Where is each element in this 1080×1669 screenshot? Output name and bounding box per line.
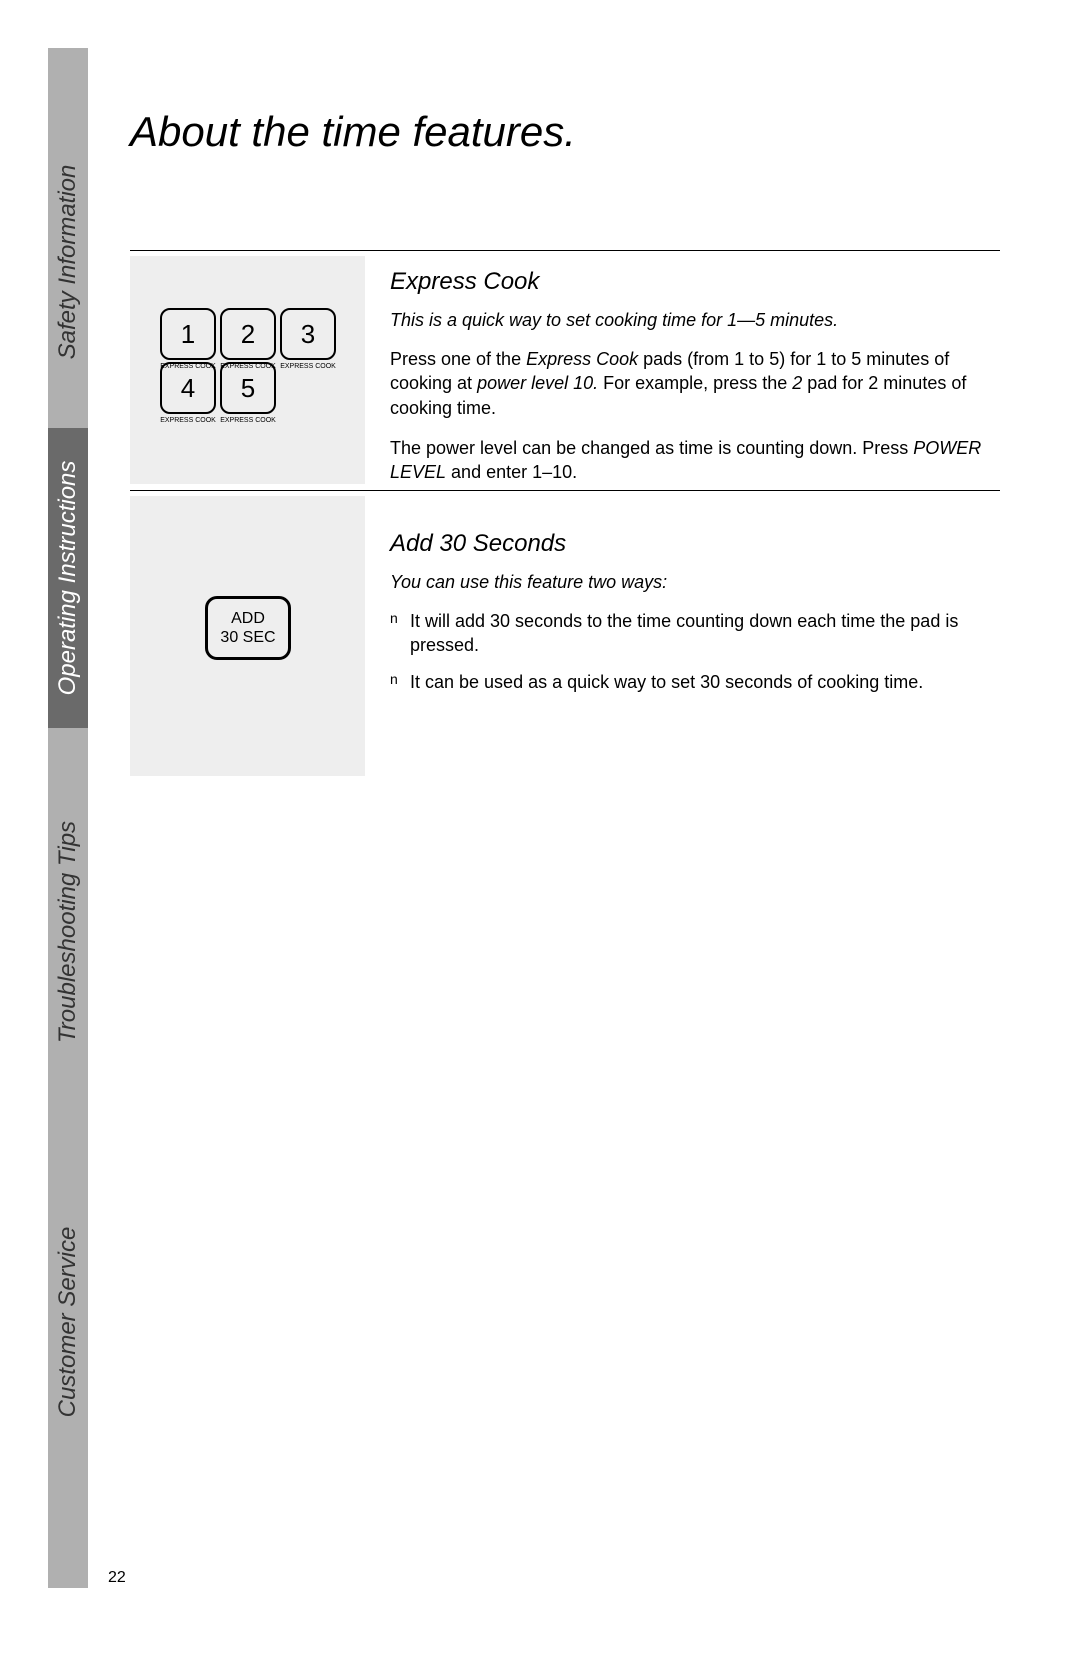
add30-list: It will add 30 seconds to the time count… (390, 609, 1000, 694)
keypad-num-5: 5 (241, 373, 255, 404)
ec-p1-c: For example, press the (598, 373, 792, 393)
add30-illustration: ADD 30 SEC (130, 496, 365, 776)
add30-heading: Add 30 Seconds (390, 530, 1000, 558)
express-cook-para2: The power level can be changed as time i… (390, 436, 1000, 485)
add30-button-graphic: ADD 30 SEC (205, 596, 291, 660)
express-cook-content: Express Cook This is a quick way to set … (390, 268, 1000, 500)
ec-p1-i2: power level 10. (477, 373, 598, 393)
ec-p2-b: and enter 1–10. (446, 462, 577, 482)
sidebar-nav: Safety Information Operating Instruction… (48, 48, 88, 1588)
keypad-num-2: 2 (241, 319, 255, 350)
keypad-num-4: 4 (181, 373, 195, 404)
sidebar-troubleshooting: Troubleshooting Tips (54, 821, 82, 1043)
express-cook-intro: This is a quick way to set cooking time … (390, 310, 1000, 331)
add30-line2: 30 SEC (220, 628, 275, 647)
page-number: 22 (108, 1569, 126, 1587)
add30-line1: ADD (231, 609, 265, 628)
express-cook-para1: Press one of the Express Cook pads (from… (390, 347, 1000, 420)
keypad-group: 1 EXPRESS COOK 2 EXPRESS COOK 3 EXPRESS … (160, 306, 336, 414)
keypad-btn-5: 5 EXPRESS COOK (220, 362, 276, 414)
add30-bullet-2: It can be used as a quick way to set 30 … (390, 670, 1000, 694)
sidebar-customer-service: Customer Service (54, 1227, 82, 1418)
keypad-row-1: 1 EXPRESS COOK 2 EXPRESS COOK 3 EXPRESS … (160, 306, 336, 360)
express-cook-illustration: 1 EXPRESS COOK 2 EXPRESS COOK 3 EXPRESS … (130, 256, 365, 484)
page-title: About the time features. (130, 108, 576, 156)
ec-p1-i3: 2 (792, 373, 802, 393)
sidebar-operating-label: Operating Instructions (54, 461, 82, 696)
sidebar-operating-active: Operating Instructions (48, 428, 88, 728)
keypad-num-1: 1 (181, 319, 195, 350)
keypad-btn-2: 2 EXPRESS COOK (220, 308, 276, 360)
keypad-btn-1: 1 EXPRESS COOK (160, 308, 216, 360)
divider-line (130, 250, 1000, 251)
add30-content: Add 30 Seconds You can use this feature … (390, 530, 1000, 706)
add30-bullet-1: It will add 30 seconds to the time count… (390, 609, 1000, 658)
keypad-btn-4: 4 EXPRESS COOK (160, 362, 216, 414)
keypad-num-3: 3 (301, 319, 315, 350)
sidebar-safety-info: Safety Information (54, 165, 82, 360)
divider-line-2 (130, 490, 1000, 491)
ec-p1-i1: Express Cook (526, 349, 638, 369)
keypad-btn-3: 3 EXPRESS COOK (280, 308, 336, 360)
ec-p2-a: The power level can be changed as time i… (390, 438, 913, 458)
keypad-label-5: EXPRESS COOK (220, 417, 276, 424)
express-cook-heading: Express Cook (390, 268, 1000, 296)
ec-p1-a: Press one of the (390, 349, 526, 369)
keypad-label-3: EXPRESS COOK (280, 363, 336, 370)
keypad-label-4: EXPRESS COOK (160, 417, 216, 424)
add30-intro: You can use this feature two ways: (390, 572, 1000, 593)
